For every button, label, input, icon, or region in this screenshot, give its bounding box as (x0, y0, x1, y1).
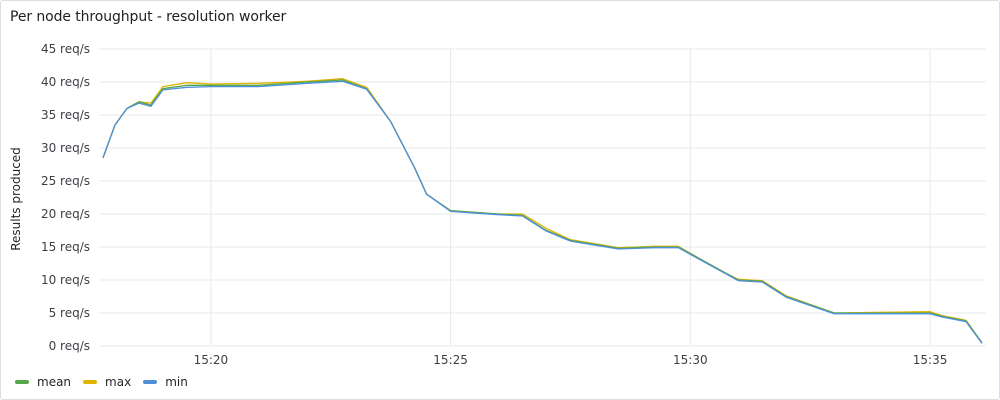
legend: mean max min (15, 375, 200, 389)
legend-swatch-mean (15, 380, 29, 384)
legend-swatch-max (83, 380, 98, 384)
y-tick-label: 20 req/s (41, 207, 90, 221)
x-tick-label: 15:20 (194, 353, 229, 367)
series-line-mean (102, 79, 983, 344)
y-tick-label: 0 req/s (49, 339, 90, 353)
legend-item-min[interactable]: min (143, 375, 188, 389)
legend-label-min: min (165, 375, 188, 389)
y-tick-label: 10 req/s (41, 273, 90, 287)
legend-item-mean[interactable]: mean (15, 375, 71, 389)
x-axis-ticks: 15:20 15:25 15:30 15:35 (194, 353, 948, 367)
y-tick-label: 40 req/s (41, 75, 90, 89)
x-tick-label: 15:35 (913, 353, 948, 367)
series-line-min (102, 80, 983, 344)
y-tick-label: 45 req/s (41, 42, 90, 56)
grid-lines (99, 48, 986, 347)
y-tick-label: 35 req/s (41, 108, 90, 122)
legend-swatch-min (143, 380, 158, 384)
x-tick-label: 15:25 (433, 353, 468, 367)
x-tick-label: 15:30 (673, 353, 708, 367)
y-tick-label: 30 req/s (41, 141, 90, 155)
y-axis-ticks: 0 req/s 5 req/s 10 req/s 15 req/s 20 req/s 25… (41, 42, 90, 353)
legend-item-max[interactable]: max (83, 375, 131, 389)
y-tick-label: 5 req/s (49, 306, 90, 320)
y-axis-label: Results produced (9, 147, 23, 251)
y-tick-label: 25 req/s (41, 174, 90, 188)
legend-label-mean: mean (37, 375, 72, 389)
y-tick-label: 15 req/s (41, 240, 90, 254)
legend-label-max: max (105, 375, 132, 389)
series-lines (102, 78, 983, 344)
series-line-max (102, 78, 983, 344)
panel-title: Per node throughput - resolution worker (10, 9, 287, 25)
